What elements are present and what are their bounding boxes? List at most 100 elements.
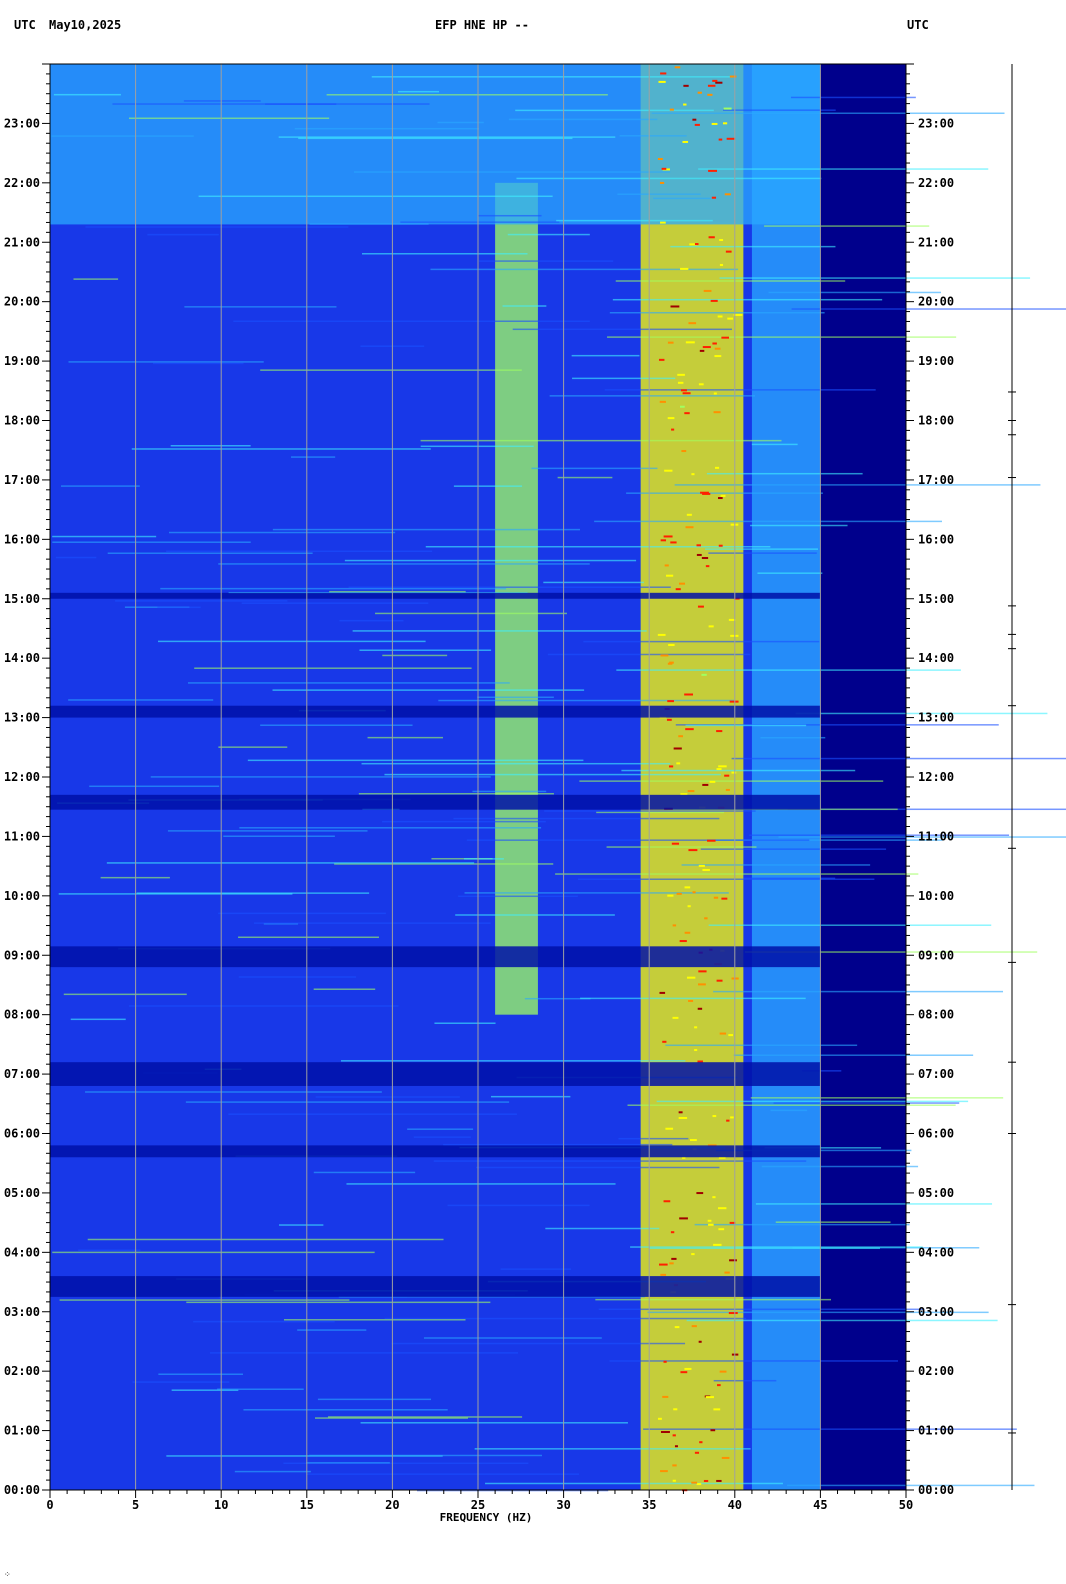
texture-streak <box>787 1484 1035 1487</box>
hot-spot <box>657 1417 662 1420</box>
hot-spot <box>707 839 716 842</box>
texture-streak <box>327 1416 523 1418</box>
hot-spot <box>685 341 695 344</box>
texture-streak <box>685 724 807 727</box>
hot-spot <box>657 633 666 636</box>
hot-spot <box>718 497 723 500</box>
spectrogram-bands <box>50 64 1066 1492</box>
texture-streak <box>524 997 591 1000</box>
hot-spot <box>691 1253 695 1256</box>
texture-streak <box>241 602 429 604</box>
texture-streak <box>209 1352 519 1354</box>
texture-streak <box>278 136 616 138</box>
hot-spot <box>694 1026 698 1029</box>
texture-streak <box>760 736 826 739</box>
texture-streak <box>346 1183 616 1185</box>
texture-streak <box>158 1373 243 1375</box>
texture-streak <box>317 1398 432 1401</box>
texture-streak <box>665 1044 858 1047</box>
hot-spot <box>682 1156 686 1159</box>
texture-streak <box>55 556 97 559</box>
hot-spot <box>705 1396 714 1399</box>
texture-streak <box>124 606 190 608</box>
hot-spot <box>670 541 677 544</box>
texture-streak <box>477 696 554 699</box>
hot-spot <box>669 1262 674 1265</box>
quiet-period-2 <box>50 1062 821 1086</box>
hot-spot <box>723 107 732 110</box>
hot-spot <box>729 1221 736 1224</box>
texture-streak <box>474 1448 751 1450</box>
texture-streak <box>339 619 404 622</box>
hot-spot <box>678 1116 688 1119</box>
texture-streak <box>653 197 711 200</box>
texture-streak <box>218 912 386 915</box>
hot-spot <box>671 842 680 845</box>
texture-streak <box>254 922 491 924</box>
texture-streak <box>391 1342 686 1345</box>
x-axis-title: FREQUENCY (HZ) <box>440 1511 533 1524</box>
hot-spot <box>685 728 694 731</box>
texture-streak <box>604 389 876 391</box>
hot-spot <box>719 1032 727 1035</box>
texture-streak <box>186 1301 491 1304</box>
y-tick-label-right: 19:00 <box>918 354 954 368</box>
texture-streak <box>136 892 370 894</box>
texture-streak <box>63 993 187 996</box>
texture-streak <box>423 1337 602 1339</box>
y-tick-label-right: 00:00 <box>918 1483 954 1497</box>
texture-streak <box>643 1428 1017 1430</box>
texture-streak <box>313 988 376 990</box>
hot-spot <box>683 84 689 87</box>
texture-streak <box>627 1104 956 1106</box>
frequency-gridlines <box>135 64 821 1490</box>
texture-streak <box>170 445 251 447</box>
y-tick-label-right: 07:00 <box>918 1067 954 1081</box>
hot-spot <box>698 864 705 867</box>
hot-spot <box>668 644 675 647</box>
hot-spot <box>665 1127 674 1130</box>
texture-streak <box>707 839 943 841</box>
texture-streak <box>193 1320 335 1323</box>
texture-streak <box>361 253 528 255</box>
hot-spot <box>669 661 674 664</box>
hot-spot <box>684 693 694 696</box>
texture-streak <box>515 109 714 112</box>
texture-streak <box>68 699 214 701</box>
y-tick-labels-left: 00:00 01:00 02:00 03:00 04:00 05:00 06:00 07:00… <box>4 116 40 1497</box>
texture-streak <box>407 1128 474 1130</box>
hot-spot <box>684 886 691 889</box>
texture-streak <box>761 1165 919 1168</box>
y-tick-label-left: 13:00 <box>4 711 40 725</box>
y-tick-label-right: 20:00 <box>918 295 954 309</box>
hot-spot <box>676 892 682 895</box>
texture-streak <box>431 857 493 860</box>
texture-streak <box>187 682 510 684</box>
y-tick-label-left: 00:00 <box>4 1483 40 1497</box>
hot-spot <box>687 790 695 793</box>
texture-streak <box>626 492 823 494</box>
texture-streak <box>107 552 313 554</box>
texture-streak <box>382 654 448 657</box>
texture-streak <box>770 1109 808 1112</box>
hot-spot <box>682 140 689 143</box>
hot-spot <box>672 1434 676 1437</box>
hot-spot <box>660 221 666 224</box>
hot-spot <box>717 1384 721 1387</box>
hot-spot <box>667 341 674 344</box>
texture-streak <box>184 306 337 308</box>
texture-streak <box>438 699 734 702</box>
texture-streak <box>329 590 466 593</box>
texture-streak <box>73 278 119 280</box>
texture-streak <box>619 135 687 137</box>
texture-streak <box>544 810 756 812</box>
texture-streak <box>315 1417 468 1419</box>
texture-streak <box>443 1143 673 1146</box>
texture-streak <box>705 548 818 550</box>
hot-spot <box>729 75 737 78</box>
texture-streak <box>166 550 433 552</box>
texture-streak <box>359 649 492 651</box>
hot-spot <box>688 322 697 325</box>
hot-spot <box>716 1479 722 1482</box>
hot-spot <box>702 346 711 349</box>
